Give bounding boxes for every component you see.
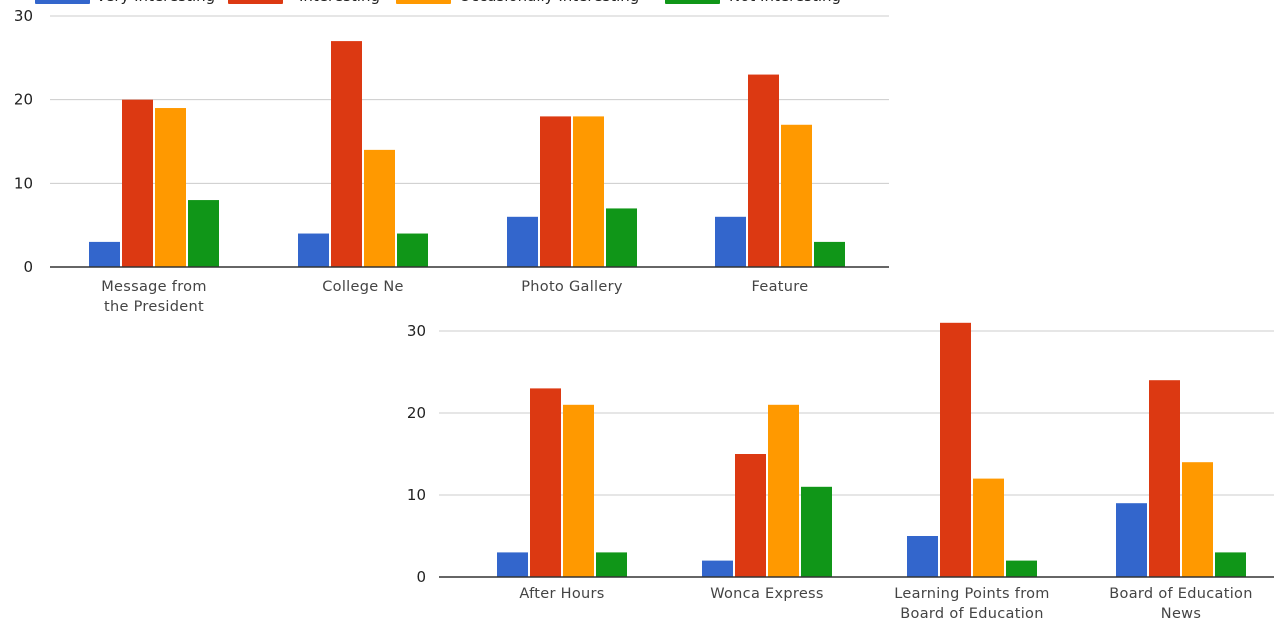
bar (768, 404, 799, 577)
x-tick-label: After Hours (519, 586, 604, 602)
x-tick-label: News (1161, 606, 1201, 622)
legend-label: Not Interesting (729, 0, 841, 5)
bar (507, 216, 538, 267)
legend-swatch (228, 0, 283, 4)
bar-chart-bottom: 0 10 20 30 After Hours Wonca Express Learning … (407, 322, 1274, 622)
x-tick-label: Photo Gallery (521, 279, 623, 295)
x-tick-label: College Ne (322, 279, 403, 295)
x-tick-label: Message from (101, 279, 207, 295)
bar (1149, 380, 1180, 577)
bar (122, 99, 153, 268)
legend-swatch (396, 0, 451, 4)
bar (735, 454, 766, 577)
x-tick-label: Board of Education (1109, 586, 1252, 602)
legend-swatch (665, 0, 720, 4)
legend-item: Very Interesting (35, 0, 215, 5)
bar (1215, 552, 1246, 577)
y-tick-label: 10 (14, 174, 33, 192)
bar (331, 41, 362, 267)
bar (940, 322, 971, 577)
y-tick-label: 0 (23, 258, 33, 276)
legend-label: Occasionally Interesting (459, 0, 639, 5)
bar (1006, 560, 1037, 577)
x-tick-label: the President (104, 299, 204, 315)
bar (814, 241, 845, 267)
bar (1182, 462, 1213, 577)
x-tick-label: Board of Education (900, 606, 1043, 622)
bar (715, 216, 746, 267)
bar (188, 200, 219, 267)
bar (397, 233, 428, 267)
y-tick-label: 30 (407, 322, 426, 340)
legend-item: Interesting (228, 0, 380, 5)
x-tick-label: Feature (752, 279, 809, 295)
bar (530, 388, 561, 577)
bar (563, 404, 594, 577)
bar (540, 116, 571, 268)
bar-chart-top: 0 10 20 30 Message from the President College … (14, 7, 889, 315)
bar (596, 552, 627, 577)
bar (298, 233, 329, 267)
y-tick-label: 30 (14, 7, 33, 25)
bar (573, 116, 604, 268)
bar (364, 149, 395, 267)
bar (155, 108, 186, 268)
x-tick-label: Wonca Express (710, 586, 824, 602)
y-tick-label: 10 (407, 486, 426, 504)
bar (973, 478, 1004, 577)
y-tick-label: 0 (416, 568, 426, 586)
legend-item: Occasionally Interesting (396, 0, 639, 5)
bar (1116, 503, 1147, 577)
bar (781, 124, 812, 268)
bar (606, 208, 637, 267)
legend-label: Very Interesting (96, 0, 215, 5)
bar (907, 536, 938, 577)
chart-legend: Very Interesting Interesting Occasionally … (35, 0, 841, 5)
bar (497, 552, 528, 577)
y-tick-label: 20 (14, 91, 33, 109)
bar (702, 560, 733, 577)
bar (801, 486, 832, 577)
bar (748, 74, 779, 267)
legend-label: Interesting (299, 0, 380, 5)
x-tick-label: Learning Points from (894, 586, 1049, 602)
y-tick-label: 20 (407, 404, 426, 422)
legend-item: Not Interesting (665, 0, 841, 5)
legend-swatch (35, 0, 90, 4)
bar (89, 241, 120, 267)
